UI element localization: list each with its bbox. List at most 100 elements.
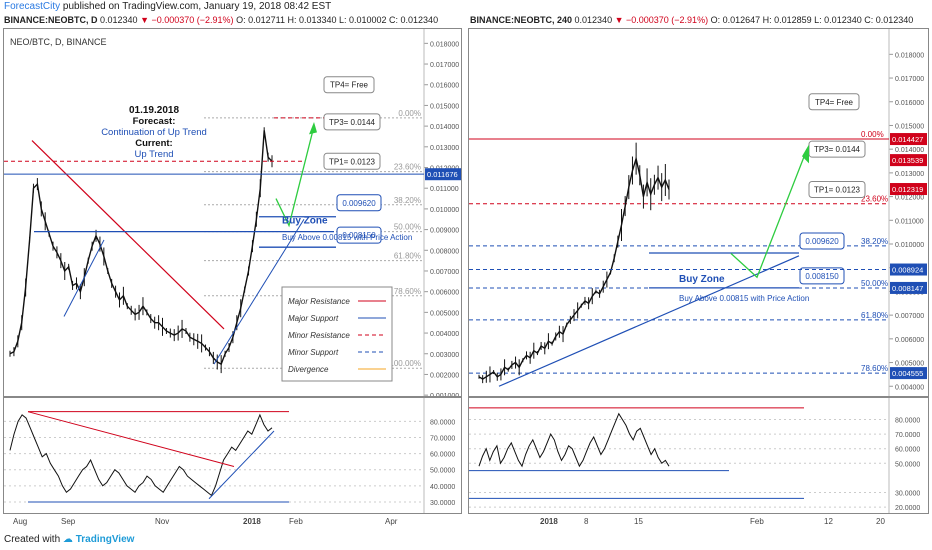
- y-tick-label: 0.016000: [430, 83, 459, 90]
- left-ohlc: O: 0.012711 H: 0.013340 L: 0.010002 C: 0…: [236, 15, 439, 25]
- rsi-series: [478, 412, 670, 468]
- price-tag-label: 0.008147: [892, 284, 923, 293]
- tp4-callout-label: TP4= Free: [815, 98, 854, 107]
- right-ohlc: O: 0.012647 H: 0.012859 L: 0.012340 C: 0…: [710, 15, 914, 25]
- y-tick-label: 0.018000: [430, 41, 459, 48]
- author-link[interactable]: ForecastCity: [4, 1, 61, 12]
- level-callout-box: [336, 226, 382, 244]
- y-tick-label: 0.002000: [430, 372, 459, 379]
- tradingview-logo[interactable]: TradingView: [75, 534, 135, 545]
- right-rsi-svg[interactable]: 80.0000 70.0000 60.0000 50.0000 30.0000 20.00…: [469, 398, 928, 513]
- level-callout-label: 0.008150: [342, 231, 376, 240]
- tp1-callout-box: [323, 152, 381, 170]
- left-time-axis[interactable]: Aug Sep Nov 2018 Feb Apr: [3, 514, 462, 528]
- support-trendline-2: [63, 239, 105, 317]
- left-change: ▼ −0.000370 (−2.91%): [140, 15, 234, 25]
- price-tag-label: 0.008924: [892, 266, 923, 275]
- rsi-tick-label: 60.0000: [430, 452, 455, 459]
- y-tick-label: 0.010000: [895, 242, 924, 249]
- y-tick-label: 0.007000: [895, 313, 924, 320]
- rsi-tick-label: 50.0000: [895, 461, 920, 468]
- x-tick-label: 2018: [540, 517, 558, 526]
- y-tick-label: 0.013000: [430, 145, 459, 152]
- y-tick-label: 0.018000: [895, 52, 924, 59]
- right-price-chart[interactable]: 0.018000 0.017000 0.016000 0.015000 0.014000…: [468, 28, 929, 397]
- fib-label: 38.20%: [394, 196, 421, 205]
- rsi-tick-label: 30.0000: [895, 490, 920, 497]
- target-arrowhead: [802, 144, 809, 164]
- rsi-tick-label: 70.0000: [895, 432, 920, 439]
- right-rsi-chart[interactable]: 80.0000 70.0000 60.0000 50.0000 30.0000 20.00…: [468, 397, 929, 514]
- level-callout-label: 0.009620: [342, 199, 376, 208]
- y-tick-label: 0.006000: [895, 337, 924, 344]
- right-time-axis[interactable]: 2018 8 15 Feb 12 20: [468, 514, 929, 528]
- tp3-callout-label: TP3= 0.0144: [814, 145, 861, 154]
- fib-label: 0.00%: [861, 130, 884, 139]
- y-tick-label: 0.015000: [430, 103, 459, 110]
- price-tag: [890, 281, 927, 294]
- rsi-tick-label: 40.0000: [430, 484, 455, 491]
- current-price-label: 0.011676: [427, 170, 458, 179]
- legend-box: [281, 286, 393, 382]
- level-callout-label: 0.008150: [805, 272, 839, 281]
- fib-label: 38.20%: [861, 237, 888, 246]
- x-tick-label: 2018: [243, 517, 261, 526]
- y-tick-label: 0.011000: [895, 218, 924, 225]
- x-tick-label: 8: [584, 517, 589, 526]
- y-tick-label: 0.010000: [430, 207, 459, 214]
- rsi-support-trend: [208, 430, 275, 500]
- left-rsi-svg[interactable]: 80.0000 70.0000 60.0000 50.0000 40.0000 30.00…: [4, 398, 461, 513]
- chart-symbol-label: NEO/BTC, D, BINANCE: [10, 37, 107, 47]
- level-callout-box: [799, 267, 845, 285]
- buy-note: Buy Above 0.00815 with Price Action: [282, 233, 412, 242]
- support-trendline: [213, 218, 305, 365]
- price-series: [9, 130, 273, 366]
- x-tick-label: 15: [634, 517, 643, 526]
- legend-entry: Major Support: [288, 314, 339, 323]
- y-tick-label: 0.001000: [430, 393, 459, 396]
- y-tick-label: 0.006000: [430, 290, 459, 297]
- rsi-series: [9, 413, 273, 497]
- target-arrow: [730, 148, 808, 279]
- right-price: 0.012340: [574, 15, 613, 25]
- fib-label: 23.60%: [394, 163, 421, 172]
- right-chart-svg[interactable]: 0.018000 0.017000 0.016000 0.015000 0.014000…: [469, 29, 928, 396]
- y-tick-label: 0.004000: [430, 331, 459, 338]
- left-price-chart[interactable]: 0.018000 0.017000 0.016000 0.015000 0.014000…: [3, 28, 462, 400]
- fib-label: 0.00%: [398, 109, 421, 118]
- price-tag: [890, 133, 927, 146]
- cloud-icon: ☁: [62, 534, 73, 545]
- target-arrowhead: [309, 121, 317, 135]
- legend-entry: Divergence: [288, 365, 329, 374]
- tp3-callout-label: TP3= 0.0144: [329, 118, 376, 127]
- x-tick-label: Aug: [13, 517, 27, 526]
- x-tick-label: Feb: [289, 517, 303, 526]
- left-price: 0.012340: [100, 15, 138, 25]
- x-tick-label: Sep: [61, 517, 76, 526]
- tp3-callout-box: [323, 113, 381, 131]
- level-callout-box: [336, 194, 382, 212]
- right-change: ▼ −0.000370 (−2.91%): [614, 15, 709, 25]
- footer-bar: Created with ☁ TradingView: [0, 530, 932, 550]
- fib-label: 78.60%: [861, 364, 888, 373]
- legend-entry: Minor Resistance: [288, 331, 350, 340]
- fib-label: 50.00%: [861, 279, 888, 288]
- rsi-tick-label: 80.0000: [895, 418, 920, 425]
- buy-note: Buy Above 0.00815 with Price Action: [679, 294, 809, 303]
- buy-zone-label: Buy Zone: [282, 215, 328, 226]
- price-tag-label: 0.004555: [892, 369, 923, 378]
- left-chart-svg[interactable]: 0.018000 0.017000 0.016000 0.015000 0.014000…: [4, 29, 461, 400]
- y-tick-label: 0.003000: [430, 352, 459, 359]
- price-tag: [890, 183, 927, 196]
- tp4-callout-label: TP4= Free: [330, 81, 369, 90]
- legend-entry: Major Resistance: [288, 297, 350, 306]
- forecast-date: 01.19.2018: [129, 105, 179, 116]
- y-tick-label: 0.013000: [895, 171, 924, 178]
- y-tick-label: 0.007000: [430, 269, 459, 276]
- x-tick-label: Nov: [155, 517, 169, 526]
- price-tag-label: 0.012319: [892, 185, 923, 194]
- rsi-tick-label: 20.0000: [895, 505, 920, 512]
- left-rsi-chart[interactable]: 80.0000 70.0000 60.0000 50.0000 40.0000 30.00…: [3, 397, 462, 514]
- y-tick-label: 0.009000: [430, 228, 459, 235]
- right-symbol-info: BINANCE:NEOBTC, 240 0.012340 ▼ −0.000370…: [470, 14, 913, 27]
